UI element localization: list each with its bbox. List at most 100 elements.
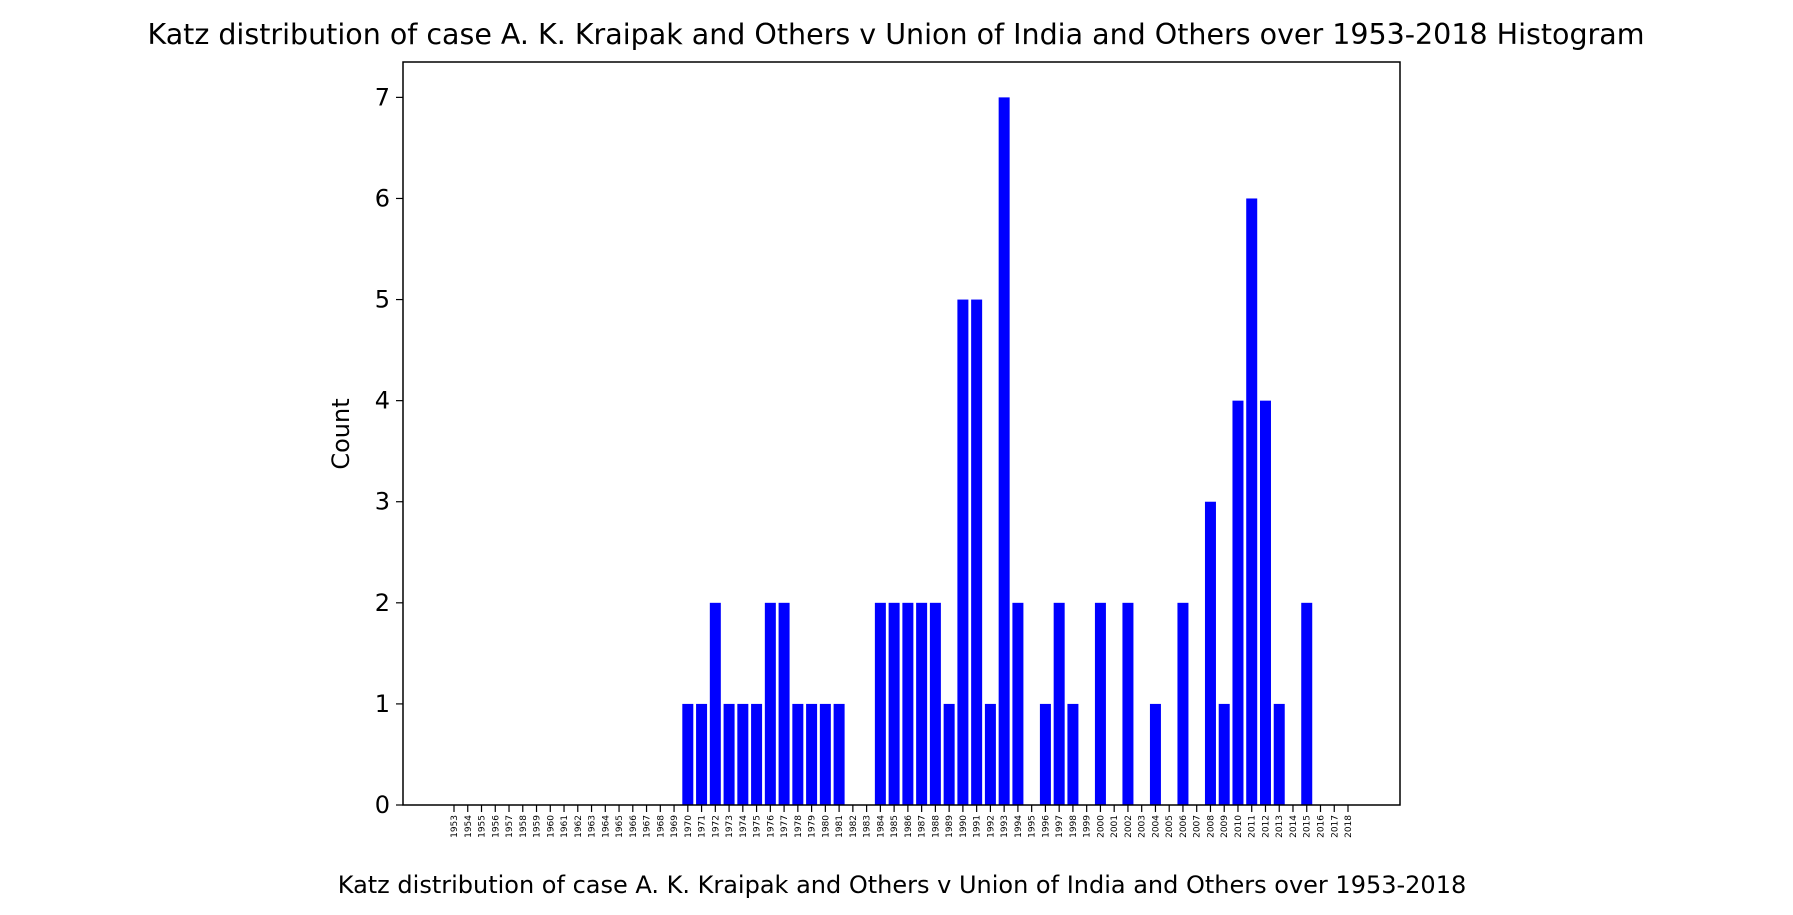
chart-title: Katz distribution of case A. K. Kraipak …: [148, 18, 1645, 51]
bar-1991: [971, 299, 983, 805]
bar-1996: [1039, 703, 1051, 805]
x-tick-label: 1968: [656, 815, 666, 838]
x-tick-label: 1996: [1041, 815, 1051, 838]
x-tick-label: 1986: [904, 815, 914, 838]
bars-group: [682, 97, 1313, 806]
x-tick-label: 1988: [931, 815, 941, 838]
bar-1989: [943, 703, 955, 805]
bar-1978: [792, 703, 804, 805]
x-tick-label: 1964: [601, 815, 611, 838]
bar-2012: [1259, 400, 1271, 805]
y-tick-label: 3: [375, 488, 390, 516]
bar-1993: [998, 97, 1010, 805]
x-tick-label: 1977: [780, 815, 790, 838]
x-tick-label: 1995: [1028, 815, 1038, 838]
bar-1974: [737, 703, 749, 805]
bar-1970: [682, 703, 694, 805]
bar-1980: [819, 703, 831, 805]
x-tick-label: 1974: [739, 815, 749, 838]
y-tick-label: 7: [375, 83, 390, 111]
x-tick-label: 1958: [519, 815, 529, 838]
x-tick-label: 1992: [986, 815, 996, 838]
y-tick-label: 4: [375, 387, 390, 415]
bar-1985: [888, 602, 900, 805]
x-tick-label: 2015: [1303, 815, 1313, 838]
bar-1971: [696, 703, 708, 805]
bar-1988: [929, 602, 941, 805]
x-tick-label: 1959: [533, 815, 543, 838]
x-tick-label: 1998: [1069, 815, 1079, 838]
bar-2010: [1232, 400, 1244, 805]
y-axis-label: Count: [327, 398, 355, 469]
x-tick-label: 2010: [1234, 815, 1244, 838]
bar-1984: [874, 602, 886, 805]
bar-1992: [984, 703, 996, 805]
x-tick-label: 1970: [684, 815, 694, 838]
x-tick-label: 2002: [1124, 815, 1134, 838]
x-tick-label: 2008: [1206, 815, 1216, 838]
bar-2008: [1204, 501, 1216, 805]
x-tick-label: 1961: [560, 815, 570, 838]
bar-1987: [916, 602, 928, 805]
x-axis-label: Katz distribution of case A. K. Kraipak …: [338, 871, 1467, 899]
x-tick-label: 1997: [1055, 815, 1065, 838]
bar-1998: [1067, 703, 1079, 805]
bar-1986: [902, 602, 914, 805]
bar-2004: [1149, 703, 1161, 805]
x-tick-label: 1999: [1083, 815, 1093, 838]
x-tick-label: 1976: [766, 815, 776, 838]
x-tick-label: 1991: [973, 815, 983, 838]
x-tick-label: 1957: [505, 815, 515, 838]
x-tick-label: 1956: [491, 815, 501, 838]
bar-2002: [1122, 602, 1134, 805]
x-tick-label: 1985: [890, 815, 900, 838]
x-tick-label: 1955: [478, 815, 488, 838]
x-tick-label: 1989: [945, 815, 955, 838]
bar-1990: [957, 299, 969, 805]
x-tick-label: 1972: [711, 815, 721, 838]
x-tick-label: 1975: [753, 815, 763, 838]
x-tick-label: 1967: [643, 815, 653, 838]
x-tick-label: 1966: [629, 815, 639, 838]
x-tick-label: 1978: [794, 815, 804, 838]
x-tick-label: 2012: [1261, 815, 1271, 838]
bar-2013: [1273, 703, 1285, 805]
x-tick-label: 1987: [918, 815, 928, 838]
plot-frame: [402, 61, 1401, 806]
x-tick-label: 2007: [1193, 815, 1203, 838]
x-tick-label: 1984: [876, 815, 886, 838]
x-tick-label: 2004: [1151, 815, 1161, 838]
x-tick-label: 2009: [1220, 815, 1230, 838]
y-tick-label: 0: [375, 791, 390, 819]
bar-2011: [1246, 198, 1258, 806]
bar-1981: [833, 703, 845, 805]
x-tick-label: 1982: [849, 815, 859, 838]
x-tick-label: 1973: [725, 815, 735, 838]
y-axis-ticks: 0 1 2 3 4 5 6 7: [375, 83, 403, 819]
x-tick-label: 1965: [615, 815, 625, 838]
x-tick-label: 1994: [1014, 815, 1024, 838]
x-tick-label: 1981: [835, 815, 845, 838]
y-tick-label: 2: [375, 589, 390, 617]
x-tick-label: 2000: [1096, 815, 1106, 838]
bar-1972: [709, 602, 721, 805]
x-tick-label: 1971: [698, 815, 708, 838]
bar-2009: [1218, 703, 1230, 805]
y-tick-label: 1: [375, 690, 390, 718]
bar-2000: [1094, 602, 1106, 805]
bar-1973: [723, 703, 735, 805]
bar-1997: [1053, 602, 1065, 805]
x-tick-label: 1979: [808, 815, 818, 838]
bar-1975: [751, 703, 763, 805]
x-tick-label: 1953: [450, 815, 460, 838]
x-tick-label: 1990: [959, 815, 969, 838]
y-tick-label: 5: [375, 286, 390, 314]
x-tick-label: 1983: [863, 815, 873, 838]
x-tick-label: 1963: [588, 815, 598, 838]
x-tick-label: 2013: [1275, 815, 1285, 838]
x-tick-label: 1969: [670, 815, 680, 838]
bar-2006: [1177, 602, 1189, 805]
x-tick-label: 1962: [574, 815, 584, 838]
x-tick-label: 2014: [1289, 815, 1299, 838]
